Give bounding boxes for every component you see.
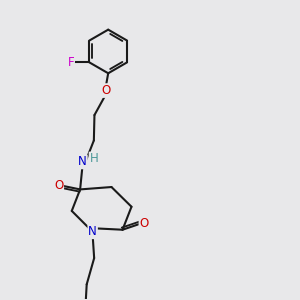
Text: H: H	[89, 152, 98, 166]
Text: N: N	[88, 225, 97, 238]
Text: O: O	[140, 217, 149, 230]
Text: O: O	[101, 84, 110, 97]
Text: O: O	[54, 179, 63, 192]
Text: N: N	[78, 155, 87, 168]
Text: F: F	[68, 56, 74, 69]
